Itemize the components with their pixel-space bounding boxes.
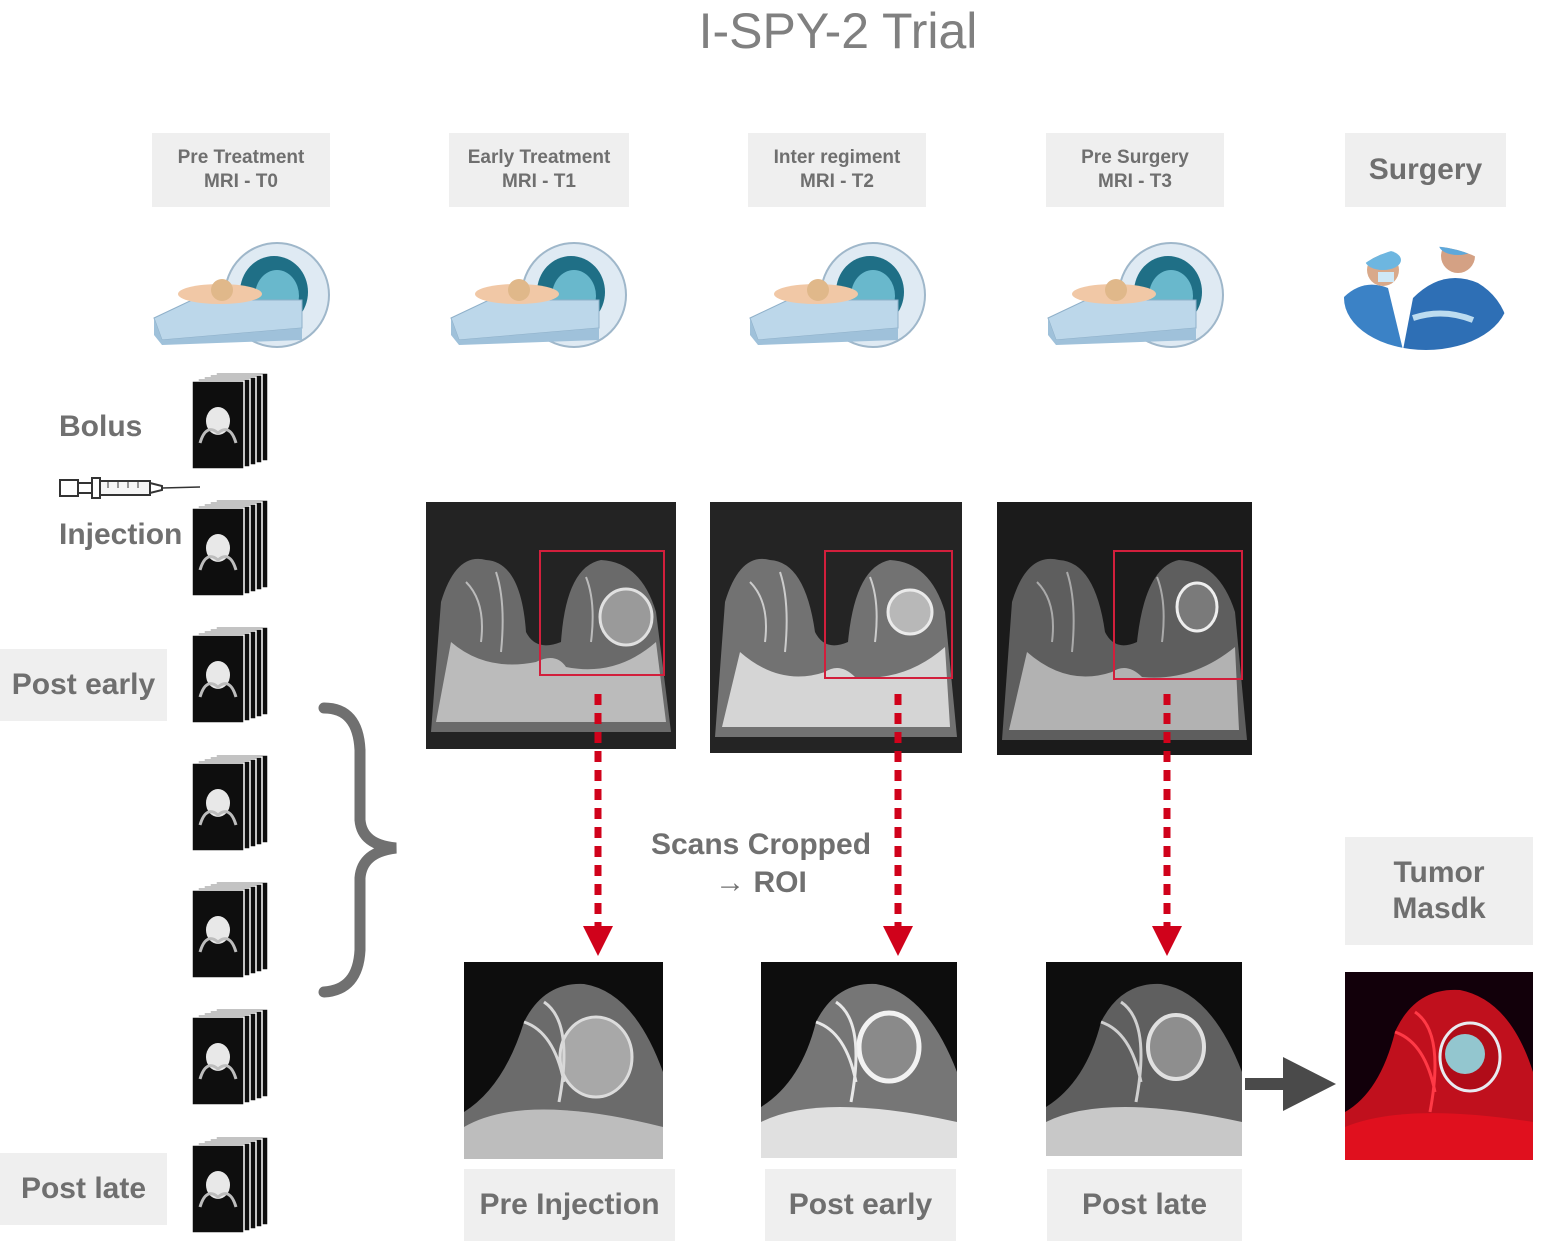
tumor-mask-box: Tumor Masdk	[1345, 837, 1533, 945]
surgery-label: Surgery	[1368, 153, 1483, 186]
tumor-mask-image	[1345, 972, 1533, 1160]
timeline-box-t2: Inter regiment MRI - T2	[748, 133, 926, 207]
mri-slice-stack-icon	[192, 755, 274, 855]
roi-crop-post-late	[1046, 962, 1242, 1156]
post-early-box: Post early	[0, 649, 167, 721]
timeline-box-t0: Pre Treatment MRI - T0	[152, 133, 330, 207]
mri-scanner-icon	[748, 240, 928, 350]
post-late-label: Post late	[20, 1172, 147, 1205]
roi-label-box-3: Post late	[1047, 1169, 1242, 1241]
roi-crop-pre-injection	[464, 962, 663, 1159]
syringe-icon	[58, 472, 202, 502]
post-early-label: Post early	[11, 668, 156, 701]
timeline-t2-line1: Inter regiment	[773, 147, 901, 168]
timeline-t1-line1: Early Treatment	[467, 147, 611, 168]
mri-slice-stack-icon	[192, 500, 274, 600]
timeline-t2-line2: MRI - T2	[800, 171, 874, 192]
surgery-box: Surgery	[1345, 133, 1506, 207]
curly-brace-icon	[318, 700, 408, 1000]
roi-label-post-late: Post late	[1081, 1188, 1208, 1221]
roi-label-pre-injection: Pre Injection	[479, 1188, 660, 1221]
down-arrow-icon	[882, 694, 914, 958]
timeline-t3-line1: Pre Surgery	[1081, 147, 1189, 168]
timeline-box-t1: Early Treatment MRI - T1	[449, 133, 629, 207]
down-arrow-icon	[1151, 694, 1183, 958]
timeline-t0-line1: Pre Treatment	[177, 147, 305, 168]
crop-note: Scans Cropped → ROI	[640, 826, 882, 902]
crop-note-line2: → ROI	[715, 866, 807, 899]
post-late-box: Post late	[0, 1153, 167, 1225]
roi-crop-post-early	[761, 962, 957, 1158]
mri-scanner-icon	[152, 240, 332, 350]
roi-label-box-1: Pre Injection	[464, 1169, 675, 1241]
mri-slice-stack-icon	[192, 373, 274, 473]
diagram-title: I-SPY-2 Trial	[698, 3, 978, 59]
mri-slice-stack-icon	[192, 882, 274, 982]
bolus-label: Bolus	[59, 410, 143, 443]
timeline-t0-line2: MRI - T0	[204, 171, 278, 192]
roi-label-post-early: Post early	[788, 1188, 933, 1221]
mri-slice-stack-icon	[192, 1009, 274, 1109]
right-arrow-icon	[1245, 1057, 1337, 1111]
full-scan-t3	[997, 502, 1252, 755]
crop-note-line1: Scans Cropped	[650, 828, 872, 861]
mri-scanner-icon	[1046, 240, 1226, 350]
full-scan-t2	[710, 502, 962, 753]
down-arrow-icon	[582, 694, 614, 958]
tumor-mask-line2: Masdk	[1392, 892, 1486, 925]
timeline-t3-line2: MRI - T3	[1098, 171, 1172, 192]
timeline-t1-line2: MRI - T1	[502, 171, 576, 192]
mri-slice-stack-icon	[192, 1137, 274, 1237]
tumor-mask-line1: Tumor	[1393, 856, 1485, 889]
mri-slice-stack-icon	[192, 627, 274, 727]
injection-label: Injection	[59, 518, 183, 551]
full-scan-t1	[426, 502, 676, 749]
timeline-box-t3: Pre Surgery MRI - T3	[1046, 133, 1224, 207]
surgeons-icon	[1343, 228, 1509, 350]
roi-label-box-2: Post early	[765, 1169, 956, 1241]
mri-scanner-icon	[449, 240, 629, 350]
